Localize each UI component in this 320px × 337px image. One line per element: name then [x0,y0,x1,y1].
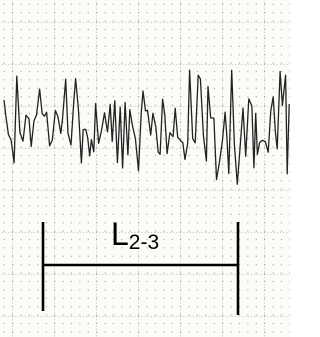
label-subscript: 2-3 [129,231,159,254]
ecg-figure: L2-3 [0,0,290,337]
label-main: L [111,216,129,252]
